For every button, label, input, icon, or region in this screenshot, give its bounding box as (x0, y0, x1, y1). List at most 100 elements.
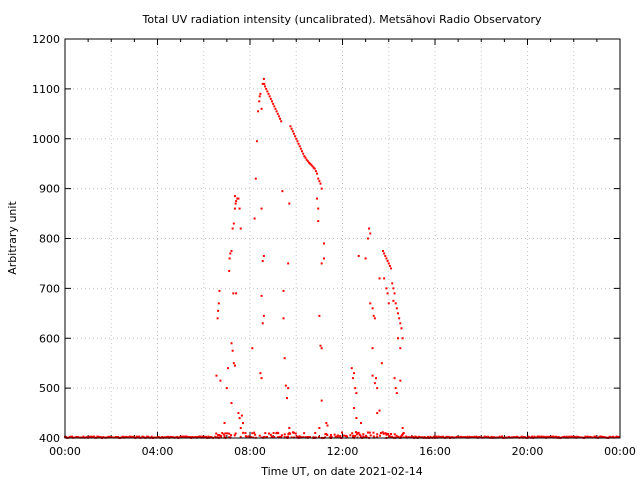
data-point (391, 282, 393, 284)
y-axis-label: Arbitrary unit (6, 201, 19, 275)
data-point (276, 110, 278, 112)
data-point (370, 434, 372, 436)
data-point (265, 88, 267, 90)
data-point (375, 377, 377, 379)
data-point (379, 435, 381, 437)
data-point (385, 257, 387, 259)
data-point (255, 178, 257, 180)
data-point (224, 432, 226, 434)
data-point (381, 362, 383, 364)
data-point (372, 347, 374, 349)
x-axis-label: Time UT, on date 2021-02-14 (260, 465, 423, 478)
data-point (273, 105, 275, 107)
data-point (271, 436, 273, 438)
data-point (240, 228, 242, 230)
data-point (235, 432, 237, 434)
data-point (379, 410, 381, 412)
data-point (292, 130, 294, 132)
data-point (254, 218, 256, 220)
data-point (392, 300, 394, 302)
data-point (277, 432, 279, 434)
data-point (372, 375, 374, 377)
data-point (372, 432, 374, 434)
data-point (318, 315, 320, 317)
data-point (237, 198, 239, 200)
data-point (261, 108, 263, 110)
data-point (368, 228, 370, 230)
data-point (288, 427, 290, 429)
data-point (352, 377, 354, 379)
data-point (281, 190, 283, 192)
data-point (383, 277, 385, 279)
data-point (360, 435, 362, 437)
data-point (263, 255, 265, 257)
data-point (395, 387, 397, 389)
data-point (258, 100, 260, 102)
y-tick-label: 500 (39, 382, 60, 395)
data-point (330, 434, 332, 436)
data-point (234, 434, 236, 436)
data-point (268, 433, 270, 435)
data-point (351, 432, 353, 434)
data-point (314, 432, 316, 434)
data-point (299, 145, 301, 147)
data-point (251, 432, 253, 434)
data-point (385, 287, 387, 289)
data-point (287, 387, 289, 389)
data-point (398, 317, 400, 319)
data-point (237, 412, 239, 414)
data-point (376, 387, 378, 389)
data-point (232, 292, 234, 294)
data-point (220, 435, 222, 437)
data-point (320, 183, 322, 185)
data-point (384, 255, 386, 257)
x-tick-label: 16:00 (419, 445, 451, 458)
data-point (334, 434, 336, 436)
data-point (326, 425, 328, 427)
data-point (390, 433, 392, 435)
data-point (217, 317, 219, 319)
data-point (278, 115, 280, 117)
data-point (259, 435, 261, 437)
data-point (293, 133, 295, 135)
data-point (226, 387, 228, 389)
data-point (325, 422, 327, 424)
data-point (394, 433, 396, 435)
data-point (374, 317, 376, 319)
data-point (242, 432, 244, 434)
data-point (259, 95, 261, 97)
data-point (387, 433, 389, 435)
data-point (271, 100, 273, 102)
data-point (295, 433, 297, 435)
data-point (380, 432, 382, 434)
data-point (261, 295, 263, 297)
data-point (235, 200, 237, 202)
data-point (261, 377, 263, 379)
data-point (339, 435, 341, 437)
data-point (273, 432, 275, 434)
data-point (289, 125, 291, 127)
plot-frame (65, 39, 620, 438)
data-point (317, 208, 319, 210)
data-point (240, 427, 242, 429)
data-point (395, 302, 397, 304)
grid-lines (65, 39, 620, 438)
data-point (295, 138, 297, 140)
data-point (215, 433, 217, 435)
data-point (389, 265, 391, 267)
data-point (383, 433, 385, 435)
data-point (300, 148, 302, 150)
data-point (232, 350, 234, 352)
data-point (382, 250, 384, 252)
data-point (397, 312, 399, 314)
x-tick-label: 00:00 (49, 445, 81, 458)
data-points (64, 78, 620, 439)
data-point (351, 367, 353, 369)
data-point (388, 435, 390, 437)
data-point (301, 150, 303, 152)
data-point (303, 432, 305, 434)
data-point (296, 140, 298, 142)
data-point (323, 257, 325, 259)
data-point (289, 433, 291, 435)
data-point (241, 415, 243, 417)
